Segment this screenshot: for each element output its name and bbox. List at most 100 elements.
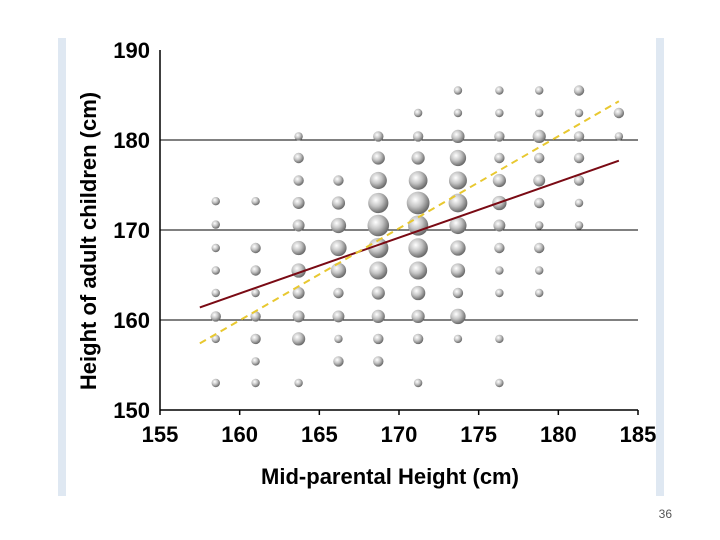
data-point (574, 108, 584, 118)
data-point (452, 287, 464, 299)
data-point (535, 221, 544, 230)
data-point (406, 191, 430, 215)
data-point (211, 220, 220, 229)
data-point (251, 378, 260, 388)
data-point (573, 131, 585, 142)
equality-line (199, 100, 620, 345)
data-point (333, 356, 344, 367)
data-points (210, 85, 625, 388)
data-point (535, 108, 544, 118)
data-point (292, 219, 305, 232)
x-tick-label: 185 (620, 422, 657, 447)
data-point (534, 242, 545, 254)
data-point (413, 108, 423, 118)
data-point (574, 221, 584, 230)
data-point (292, 310, 305, 323)
data-point (333, 175, 344, 186)
data-point (210, 311, 221, 322)
axes (159, 50, 639, 415)
data-point (448, 171, 467, 190)
regression-line (199, 159, 620, 309)
data-point (613, 107, 625, 119)
data-point (369, 261, 388, 280)
data-point (535, 288, 544, 298)
data-point (573, 85, 585, 96)
data-point (250, 242, 261, 254)
data-point (368, 192, 389, 214)
data-point (211, 266, 220, 275)
x-tick-label: 165 (301, 422, 338, 447)
data-point (373, 131, 384, 142)
data-point (495, 86, 504, 95)
x-tick-label: 170 (381, 422, 418, 447)
data-point (371, 151, 385, 165)
data-point (614, 132, 624, 141)
data-point (493, 219, 506, 232)
data-point (330, 262, 347, 279)
data-point (494, 242, 505, 254)
data-point (251, 357, 260, 366)
data-point (291, 240, 306, 256)
data-point (450, 240, 466, 256)
data-point (495, 288, 504, 298)
data-point (574, 198, 584, 208)
data-point (211, 288, 220, 298)
tick-labels: 155 160 165 170 175 180 185 150 160 170 180 190 (113, 38, 656, 447)
data-point (332, 310, 345, 323)
frame-stripe-left (58, 38, 66, 496)
data-point (495, 266, 504, 275)
data-point (449, 149, 467, 167)
data-point (330, 217, 347, 234)
data-point (369, 171, 387, 190)
data-point (412, 131, 424, 142)
data-point (453, 334, 463, 344)
data-point (294, 132, 303, 141)
data-point (331, 196, 346, 210)
y-tick-label: 160 (113, 308, 150, 333)
page-number: 36 (658, 507, 672, 521)
data-point (408, 171, 428, 190)
data-point (494, 131, 505, 142)
data-point (413, 378, 423, 388)
y-tick-label: 190 (113, 38, 150, 63)
data-point (492, 173, 506, 188)
data-point (410, 285, 426, 301)
data-point (330, 239, 347, 257)
data-point (371, 286, 385, 300)
data-point (449, 216, 467, 235)
data-point (211, 197, 220, 206)
data-point (535, 86, 544, 95)
x-tick-label: 155 (142, 422, 179, 447)
data-point (450, 263, 466, 278)
data-point (412, 333, 424, 345)
data-point (250, 333, 261, 345)
data-point (534, 152, 545, 164)
data-point (333, 287, 344, 299)
chart-panel (66, 38, 656, 496)
data-point (408, 238, 428, 258)
x-tick-label: 180 (540, 422, 577, 447)
frame-stripe-right (656, 38, 664, 496)
gridlines (160, 139, 638, 321)
data-point (533, 174, 546, 187)
data-point (334, 334, 343, 344)
data-point (292, 287, 305, 299)
x-tick-label: 175 (460, 422, 497, 447)
y-axis-label: Height of adult children (cm) (76, 92, 101, 390)
y-tick-label: 170 (113, 218, 150, 243)
data-point (211, 243, 220, 253)
data-point (453, 108, 463, 118)
data-point (373, 356, 384, 367)
data-point (411, 309, 425, 323)
data-point (411, 151, 425, 165)
y-tick-label: 180 (113, 128, 150, 153)
data-point (573, 152, 585, 164)
data-point (292, 332, 306, 346)
data-point (409, 261, 428, 280)
x-axis-label: Mid-parental Height (cm) (261, 464, 519, 489)
x-tick-label: 160 (221, 422, 258, 447)
data-point (371, 309, 385, 323)
data-point (453, 86, 463, 95)
data-point (251, 288, 260, 298)
